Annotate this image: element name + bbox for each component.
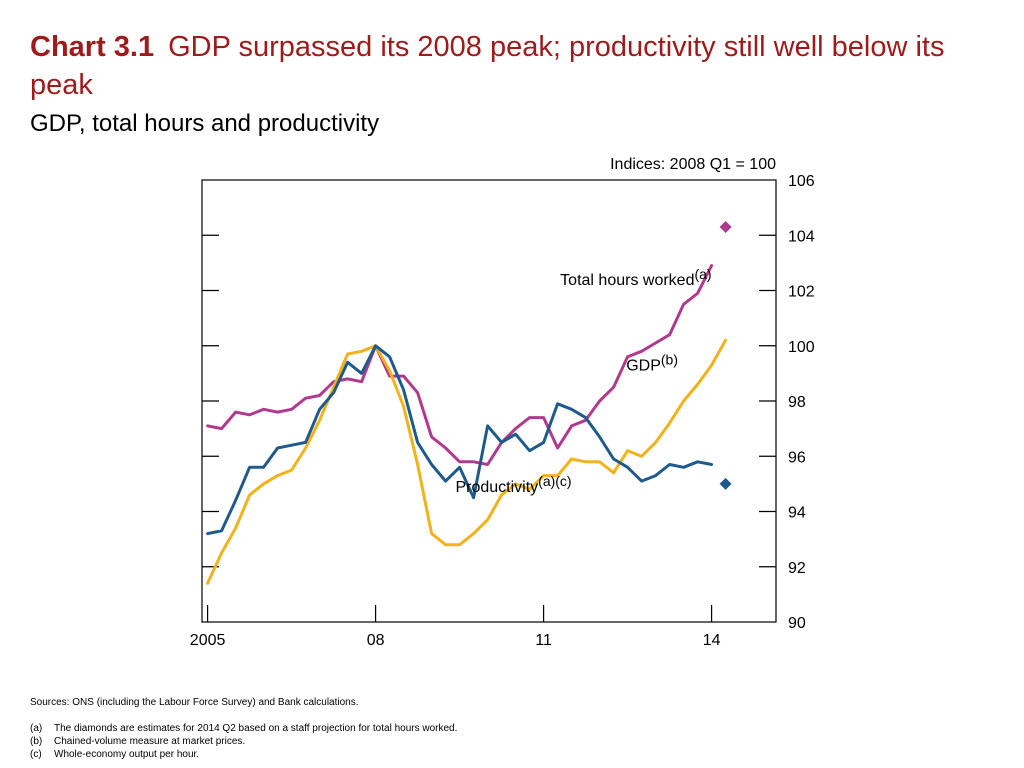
axes: 90 92 94 96 98 100 102 104 106 2005 08 11 14	[190, 173, 815, 649]
series-lines	[206, 220, 732, 585]
series-label-superscript: (a)(c)	[538, 473, 571, 489]
series-line-total-hours-worked	[206, 264, 714, 466]
chart-title: Chart 3.1 GDP surpassed its 2008 peak; pr…	[30, 28, 1000, 104]
footnote-key: (c)	[30, 749, 42, 760]
x-tick-label: 14	[703, 632, 721, 649]
units-label: Indices: 2008 Q1 = 100	[610, 156, 776, 173]
series-label-name: Productivity	[455, 479, 538, 496]
footnotes: Sources: ONS (including the Labour Force…	[30, 696, 457, 761]
footnote-key: (a)	[30, 723, 43, 734]
series-label-superscript: (a)	[694, 266, 711, 282]
chart-subtitle: GDP, total hours and productivity	[30, 110, 380, 137]
y-tick-label: 96	[788, 449, 806, 466]
x-tick-label: 2005	[190, 632, 226, 649]
series-line-productivity	[206, 344, 714, 536]
footnote-text: Whole-economy output per hour.	[54, 749, 200, 760]
chart-number: Chart 3.1	[30, 31, 155, 63]
y-tick-label: 92	[788, 560, 806, 577]
series-label: Total hours worked(a)	[560, 266, 711, 289]
plot-frame	[201, 179, 777, 623]
estimate-diamond-marker	[719, 477, 732, 490]
series-label-superscript: (b)	[661, 352, 678, 368]
series-label: GDP(b)	[626, 352, 678, 375]
series-labels: Total hours worked(a)GDP(b)Productivity(…	[455, 266, 711, 496]
y-tick-label: 104	[788, 228, 815, 245]
series-label-name: GDP	[626, 358, 661, 375]
sources-note: Sources: ONS (including the Labour Force…	[30, 697, 359, 708]
y-tick-label: 106	[788, 173, 815, 190]
series-label: Productivity(a)(c)	[455, 473, 571, 496]
chart-title-text: GDP surpassed its 2008 peak; productivit…	[30, 31, 945, 101]
footnote-a: (a) The diamonds are estimates for 2014 Q…	[30, 722, 457, 735]
y-tick-label: 98	[788, 394, 806, 411]
series-label-name: Total hours worked	[560, 272, 694, 289]
x-tick-label: 11	[535, 632, 552, 649]
estimate-diamond-marker	[719, 220, 732, 233]
y-tick-label: 102	[788, 284, 815, 301]
y-tick-label: 100	[788, 339, 815, 356]
footnote-key: (b)	[30, 736, 43, 747]
footnote-b: (b) Chained-volume measure at market pric…	[30, 735, 457, 748]
footnote-text: Chained-volume measure at market prices.	[54, 736, 246, 747]
y-tick-label: 94	[788, 505, 806, 522]
footnote-c: (c) Whole-economy output per hour.	[30, 748, 457, 761]
y-tick-label: 90	[788, 615, 806, 632]
series-line-gdp	[206, 338, 728, 585]
x-tick-label: 08	[367, 632, 385, 649]
footnote-text: The diamonds are estimates for 2014 Q2 b…	[54, 723, 458, 734]
